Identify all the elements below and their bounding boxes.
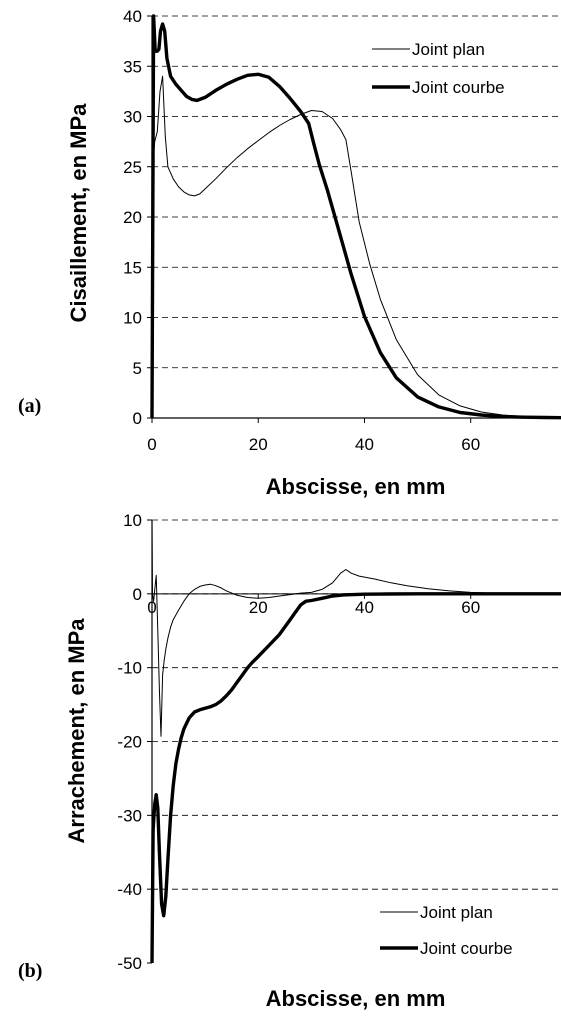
xlabel-b: Abscisse, en mm: [265, 986, 446, 1011]
panel-label-a: (a): [18, 395, 42, 417]
chart-b-ytick-label-1: -40: [117, 880, 142, 899]
chart-a-xtick-label-0: 0: [147, 435, 156, 454]
chart-a-ytick-label-6: 30: [123, 108, 142, 127]
chart-a-ytick-label-3: 15: [123, 258, 142, 277]
chart-b-xtick-label-2: 40: [355, 598, 374, 617]
chart-a-xtick-label-2: 40: [355, 435, 374, 454]
chart-b-ytick-label-4: -10: [117, 659, 142, 678]
chart-a-ytick-label-4: 20: [123, 208, 142, 227]
chart-b-xtick-label-3: 60: [461, 598, 480, 617]
chart-a-ytick-label-0: 0: [133, 409, 142, 428]
chart-b-ytick-label-6: 10: [123, 511, 142, 530]
chart-b-xtick-label-1: 20: [249, 598, 268, 617]
panel-label-b: (b): [18, 960, 43, 982]
chart-a-ytick-label-5: 25: [123, 158, 142, 177]
chart-a-ytick-label-8: 40: [123, 7, 142, 26]
chart-b-ytick-label-2: -30: [117, 806, 142, 825]
chart-a-ytick-label-7: 35: [123, 57, 142, 76]
chart-a-legend-label-0: Joint plan: [412, 40, 485, 59]
chart-b-series-1-line: [150, 592, 561, 964]
chart-a-xtick-label-3: 60: [461, 435, 480, 454]
chart-b-legend-label-1: Joint courbe: [420, 939, 513, 958]
chart-b-ytick-label-3: -20: [117, 733, 142, 752]
chart-b-xtick-label-0: 0: [147, 598, 156, 617]
chart-b-legend-label-0: Joint plan: [420, 903, 493, 922]
chart-a-series-1-line: [150, 14, 561, 420]
chart-b-ytick-label-0: -50: [117, 954, 142, 973]
chart-b-ytick-label-5: 0: [133, 585, 142, 604]
chart-a-legend-label-1: Joint courbe: [412, 78, 505, 97]
chart-a-xtick-label-1: 20: [249, 435, 268, 454]
xlabel-a: Abscisse, en mm: [265, 474, 446, 499]
chart-b: -50 -40 -30 -20 -10 0 10 0 20 40 60 Joint plan Joint…: [117, 511, 561, 973]
chart-b-series-0-line: [151, 519, 561, 737]
chart-a-series-0-line: [151, 75, 561, 419]
chart-a-ytick-label-2: 10: [123, 309, 142, 328]
chart-a-ytick-label-1: 5: [133, 359, 142, 378]
chart-a: 0 5 10 15 20 25 30 35 40 0 20 40 60 Joint plan Joint c…: [123, 7, 561, 454]
